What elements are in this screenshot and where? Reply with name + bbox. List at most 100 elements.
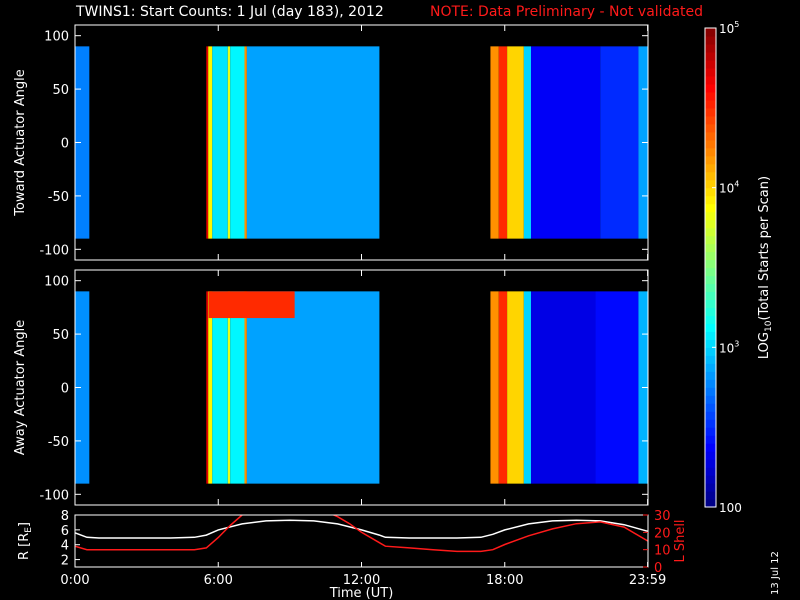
- colorbar-tick-label: 103: [719, 339, 739, 355]
- colorbar-cell: [705, 227, 716, 237]
- label-part: ]: [17, 522, 32, 527]
- y-tick-label: 100: [44, 30, 69, 45]
- colorbar-tick-label: 105: [719, 20, 739, 36]
- y-axis-label-right: L Shell: [673, 519, 688, 562]
- colorbar-cell: [705, 267, 716, 277]
- heatmap-cell: [212, 46, 228, 239]
- colorbar-cell: [705, 67, 716, 77]
- colorbar-cell: [705, 147, 716, 157]
- heatmap-cell: [212, 291, 228, 484]
- colorbar-cell: [705, 315, 716, 324]
- colorbar-cell: [705, 251, 716, 261]
- colorbar-cell: [705, 379, 716, 388]
- heatmap-cell: [531, 291, 596, 484]
- tick-base: 10: [719, 182, 734, 196]
- colorbar-cell: [705, 395, 716, 404]
- colorbar-cell: [705, 139, 716, 149]
- heatmap-cell: [595, 291, 639, 484]
- heatmap-cell: [246, 46, 380, 239]
- colorbar-cell: [705, 307, 716, 316]
- colorbar-cell: [705, 91, 716, 101]
- x-tick-label: 12:00: [343, 573, 380, 588]
- x-tick-label: 6:00: [204, 573, 233, 588]
- x-tick-label: 23:59: [629, 573, 666, 588]
- heatmap-cell: [230, 291, 245, 484]
- colorbar-cell: [705, 499, 716, 508]
- y-tick-label: 100: [44, 275, 69, 290]
- heatmap-cell: [230, 46, 245, 239]
- date-stamp: 13 Jul 12: [770, 551, 781, 595]
- label-sub: E: [24, 527, 34, 533]
- colorbar-cell: [705, 323, 716, 332]
- colorbar-cell: [705, 347, 716, 356]
- colorbar-cell: [705, 99, 716, 109]
- colorbar-cell: [705, 339, 716, 348]
- y-tick-label: -50: [48, 435, 69, 450]
- heatmap-cell: [490, 291, 499, 484]
- heatmap-cell: [206, 46, 209, 239]
- heatmap-cell: [523, 291, 532, 484]
- colorbar-cell: [705, 299, 716, 309]
- colorbar-cell: [705, 363, 716, 372]
- y-tick-label: -50: [48, 190, 69, 205]
- colorbar-cell: [705, 259, 716, 269]
- l-shell-line: [75, 515, 648, 553]
- heatmap-cell: [208, 291, 213, 484]
- heatmap-cell: [498, 291, 508, 484]
- y-tick-label-right: 20: [654, 526, 671, 541]
- colorbar-cell: [705, 291, 716, 301]
- colorbar-cell: [705, 203, 716, 213]
- colorbar-cell: [705, 155, 716, 165]
- colorbar-cell: [705, 283, 716, 293]
- colorbar-cell: [705, 427, 716, 436]
- colorbar-cell: [705, 411, 716, 420]
- colorbar-cell: [705, 211, 716, 221]
- y-tick-label: 4: [61, 539, 69, 554]
- tick-exp: 5: [734, 20, 739, 29]
- line-panel-frame: [74, 514, 649, 568]
- tick-exp: 4: [734, 180, 739, 189]
- heatmap-cell: [244, 291, 247, 484]
- y-tick-label: 50: [52, 328, 69, 343]
- y-tick-label: 0: [61, 382, 69, 397]
- heatmap-panel-2: [75, 291, 648, 484]
- y-tick-label: -100: [39, 243, 69, 258]
- chart-title: TWINS1: Start Counts: 1 Jul (day 183), 2…: [76, 4, 384, 20]
- heatmap-cell: [600, 46, 639, 239]
- colorbar-cell: [705, 51, 716, 61]
- label-part: (Total Starts per Scan): [757, 176, 772, 321]
- colorbar-cell: [705, 403, 716, 412]
- heatmap-cell: [531, 46, 601, 239]
- x-axis-label: Time (UT): [329, 586, 394, 600]
- y-tick-label-right: 10: [654, 544, 671, 559]
- colorbar-cell: [705, 331, 716, 340]
- colorbar-cell: [705, 435, 716, 444]
- colorbar-cell: [705, 459, 716, 468]
- colorbar-cell: [705, 219, 716, 229]
- y-axis-label: Toward Actuator Angle: [13, 69, 28, 216]
- heatmap-cell: [244, 46, 247, 239]
- colorbar-cell: [705, 123, 716, 133]
- y-tick-label: 6: [61, 524, 69, 539]
- colorbar-cell: [705, 387, 716, 396]
- colorbar-cell: [705, 28, 716, 37]
- heatmap-cell: [227, 46, 231, 239]
- colorbar-cell: [705, 483, 716, 492]
- colorbar-cell: [705, 275, 716, 285]
- colorbar-cell: [705, 491, 716, 500]
- heatmap-cell: [490, 46, 499, 239]
- colorbar-label: LOG10(Total Starts per Scan): [757, 176, 774, 359]
- colorbar-cell: [705, 171, 716, 181]
- heatmap-cell: [208, 46, 213, 239]
- heatmap-cell: [498, 46, 508, 239]
- tick-base: 10: [719, 22, 734, 36]
- heatmap-cell: [246, 291, 380, 484]
- colorbar-cell: [705, 475, 716, 484]
- colorbar-cell: [705, 451, 716, 460]
- y-tick-label-right: 30: [654, 509, 671, 524]
- heatmap-cell: [227, 291, 231, 484]
- tick-base: 100: [719, 501, 742, 515]
- y-tick-label: 8: [61, 509, 69, 524]
- colorbar-cell: [705, 163, 716, 173]
